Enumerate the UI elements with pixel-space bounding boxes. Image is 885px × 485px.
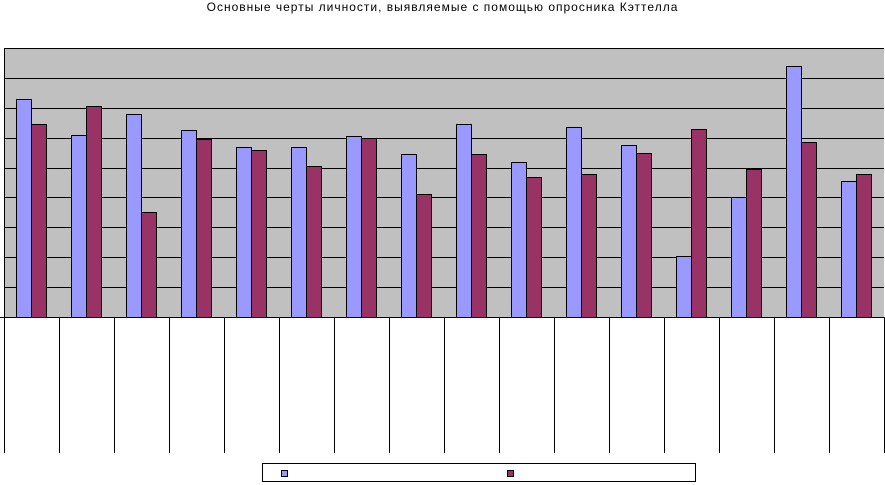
bar-series-1-11 [566, 127, 582, 318]
bar-series-1-7 [346, 136, 362, 318]
legend-swatch-series-2 [507, 469, 514, 477]
legend-swatch-series-1 [281, 469, 288, 477]
bar-series-1-12 [621, 145, 637, 318]
bar-series-2-13 [691, 129, 707, 318]
bar-series-1-15 [786, 66, 802, 318]
bar-series-2-14 [746, 169, 762, 318]
bar-series-1-9 [456, 124, 472, 318]
bar-series-1-16 [841, 181, 857, 318]
bar-series-1-5 [236, 147, 252, 318]
bar-series-2-6 [306, 166, 322, 318]
bar-series-2-5 [251, 150, 267, 318]
bar-series-1-6 [291, 147, 307, 318]
chart-title: Основные черты личности, выявляемые с по… [206, 0, 679, 14]
bar-series-1-4 [181, 130, 197, 318]
plot-area [4, 48, 884, 318]
bar-series-1-2 [71, 135, 87, 318]
legend-item-series-2 [507, 468, 518, 478]
bar-series-2-7 [361, 138, 377, 318]
bar-series-2-16 [856, 174, 872, 318]
bar-series-2-1 [31, 124, 47, 318]
bar-series-2-3 [141, 212, 157, 318]
bar-series-2-15 [801, 142, 817, 318]
bar-series-2-12 [636, 153, 652, 318]
bar-series-1-10 [511, 162, 527, 318]
bar-series-1-14 [731, 197, 747, 318]
category-axis [0, 317, 885, 453]
bar-series-2-8 [416, 194, 432, 318]
bar-series-1-1 [16, 99, 32, 318]
legend [262, 463, 696, 482]
bar-series-2-4 [196, 139, 212, 318]
bar-series-1-3 [126, 114, 142, 318]
bar-series-2-2 [86, 106, 102, 318]
bar-series-1-8 [401, 154, 417, 318]
bar-series-2-11 [581, 174, 597, 318]
legend-item-series-1 [281, 468, 292, 478]
bar-series-2-9 [471, 154, 487, 318]
bar-series-1-13 [676, 256, 692, 318]
bar-series-2-10 [526, 177, 542, 318]
